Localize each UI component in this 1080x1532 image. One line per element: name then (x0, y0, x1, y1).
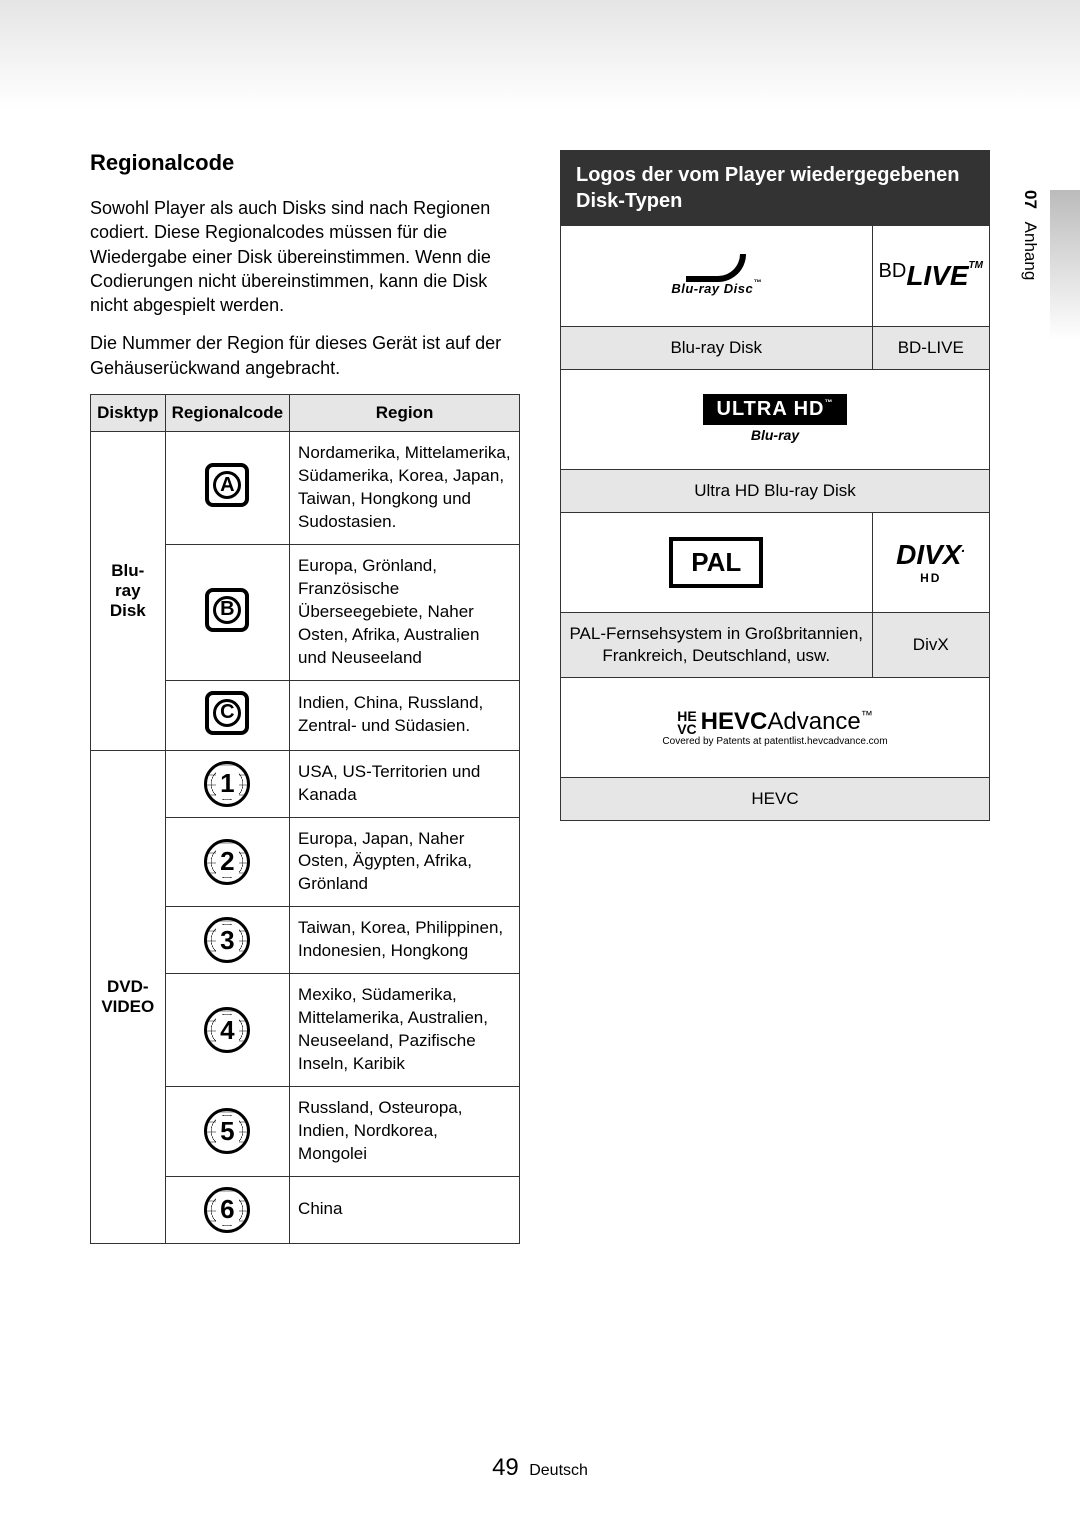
regionalcode-para-2: Die Nummer der Region für dieses Gerät i… (90, 331, 520, 380)
logo-cell: ULTRA HD™Blu-ray (561, 369, 990, 469)
disktyp-cell: Blu-rayDisk (91, 432, 166, 750)
th-disktyp: Disktyp (91, 395, 166, 432)
region-code-icon-cell (165, 680, 289, 750)
logo-cell: BDLIVETM (872, 226, 989, 326)
region-description: Europa, Japan, Naher Osten, Ägypten, Afr… (290, 817, 520, 907)
region-code-icon-cell (165, 432, 289, 545)
region-table: Disktyp Regionalcode Region Blu-rayDisk N… (90, 394, 520, 1244)
disktyp-cell: DVD-VIDEO (91, 750, 166, 1243)
dvd-region-icon: 6 (204, 1187, 250, 1233)
page-number: 49 (492, 1454, 519, 1481)
dvd-region-icon: 5 (204, 1108, 250, 1154)
logo-label: Blu-ray Disk (561, 326, 873, 369)
th-region: Region (290, 395, 520, 432)
bd-region-icon (205, 691, 249, 735)
logo-cell: HEVCHEVCAdvance™Covered by Patents at pa… (561, 677, 990, 777)
region-code-icon-cell (165, 544, 289, 680)
dvd-region-icon: 3 (204, 917, 250, 963)
dvd-region-icon: 1 (204, 761, 250, 807)
logo-cell: Blu-ray Disc™ (561, 226, 873, 326)
page-top-shadow (0, 0, 1080, 110)
dvd-region-icon: 2 (204, 839, 250, 885)
logo-label: PAL-Fernsehsystem in Großbritannien, Fra… (561, 612, 873, 677)
page-content: Regionalcode Sowohl Player als auch Disk… (0, 0, 1080, 1304)
page-footer: 49 Deutsch (0, 1454, 1080, 1482)
bluray-disc-logo: Blu-ray Disc™ (671, 254, 761, 298)
region-description: Mexiko, Südamerika, Mittelamerika, Austr… (290, 974, 520, 1087)
region-description: USA, US-Territorien und Kanada (290, 750, 520, 817)
region-code-icon-cell: 3 (165, 907, 289, 974)
region-description: Russland, Osteuropa, Indien, Nordkorea, … (290, 1087, 520, 1177)
page-language: Deutsch (529, 1462, 588, 1479)
bd-region-icon (205, 588, 249, 632)
logos-header: Logos der vom Player wiedergegebenen Dis… (560, 150, 990, 226)
th-code: Regionalcode (165, 395, 289, 432)
dvd-region-icon: 4 (204, 1007, 250, 1053)
pal-logo: PAL (669, 537, 763, 588)
region-code-icon-cell: 2 (165, 817, 289, 907)
region-code-icon-cell: 6 (165, 1176, 289, 1243)
bd-live-logo: BDLIVETM (879, 260, 983, 291)
side-tab-gradient (1050, 190, 1080, 340)
bd-region-icon (205, 463, 249, 507)
logo-label: Ultra HD Blu-ray Disk (561, 469, 990, 512)
ultrahd-bluray-logo: ULTRA HD™Blu-ray (703, 394, 848, 443)
regionalcode-para-1: Sowohl Player als auch Disks sind nach R… (90, 196, 520, 317)
logo-label: HEVC (561, 777, 990, 820)
left-column: Regionalcode Sowohl Player als auch Disk… (90, 150, 520, 1244)
logo-label: BD-LIVE (872, 326, 989, 369)
region-description: Taiwan, Korea, Philippinen, Indonesien, … (290, 907, 520, 974)
logo-cell: DIVX.HD (872, 512, 989, 612)
region-code-icon-cell: 5 (165, 1087, 289, 1177)
region-description: Nordamerika, Mittelamerika, Südamerika, … (290, 432, 520, 545)
divx-logo: DIVX.HD (879, 539, 983, 585)
side-tab: 07 Anhang (1020, 190, 1040, 280)
region-description: China (290, 1176, 520, 1243)
chapter-number: 07 (1021, 190, 1040, 209)
right-column: Logos der vom Player wiedergegebenen Dis… (560, 150, 990, 1244)
logos-table: Blu-ray Disc™ BDLIVETM Blu-ray DiskBD-LIVE… (560, 226, 990, 821)
hevc-advance-logo: HEVCHEVCAdvance™Covered by Patents at pa… (567, 708, 983, 747)
logo-cell: PAL (561, 512, 873, 612)
region-code-icon-cell: 1 (165, 750, 289, 817)
region-description: Europa, Grönland, Französische Überseege… (290, 544, 520, 680)
logo-label: DivX (872, 612, 989, 677)
region-code-icon-cell: 4 (165, 974, 289, 1087)
region-description: Indien, China, Russland, Zentral- und Sü… (290, 680, 520, 750)
regionalcode-title: Regionalcode (90, 150, 520, 176)
chapter-label: Anhang (1021, 222, 1040, 281)
